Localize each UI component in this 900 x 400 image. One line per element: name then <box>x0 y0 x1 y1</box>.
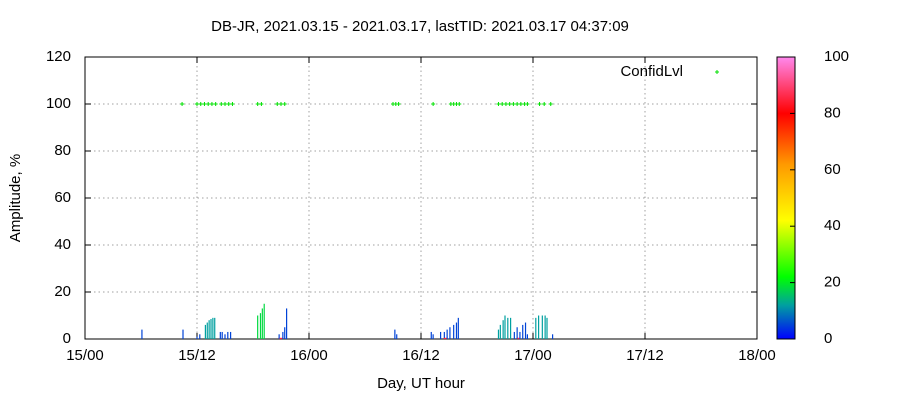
y-tick-label: 100 <box>46 95 71 112</box>
plot-frame <box>84 56 758 340</box>
x-tick-label: 15/12 <box>178 347 216 364</box>
confidence-point <box>202 102 207 106</box>
confidence-point <box>396 102 401 106</box>
confidence-point <box>255 102 260 106</box>
confidence-point <box>223 102 227 106</box>
confidence-point <box>282 102 287 106</box>
confidence-point <box>511 102 516 106</box>
y-axis-label: Amplitude, % <box>7 154 24 242</box>
y-tick-label: 0 <box>63 330 71 347</box>
confidence-point <box>500 102 505 106</box>
chart-title: DB-JR, 2021.03.15 - 2021.03.17, lastTID:… <box>211 18 629 35</box>
colorbar-tick-label: 80 <box>824 104 841 121</box>
confidence-point <box>507 102 512 106</box>
x-tick-label: 17/00 <box>514 347 552 364</box>
confidence-point <box>457 102 462 106</box>
confidence-point <box>213 102 218 106</box>
confidence-point <box>219 102 224 106</box>
confidence-point <box>226 102 231 106</box>
x-tick-label: 15/00 <box>66 347 104 364</box>
confidence-point <box>195 102 199 106</box>
colorbar-tick-label: 100 <box>824 48 849 65</box>
confidence-point <box>548 102 553 106</box>
x-tick-label: 16/00 <box>290 347 328 364</box>
y-tick-label: 80 <box>54 142 71 159</box>
confidence-point <box>503 102 508 106</box>
confidence-point <box>542 102 547 106</box>
confidence-point <box>515 102 520 106</box>
legend-marker <box>715 70 719 74</box>
confidence-point <box>431 102 436 106</box>
colorbar-tick-label: 60 <box>824 161 841 178</box>
y-tick-label: 120 <box>46 48 71 65</box>
confidence-point <box>525 102 530 106</box>
confidence-point <box>537 102 542 106</box>
colorbar-tick-label: 0 <box>824 330 832 347</box>
x-tick-label: 18/00 <box>738 347 776 364</box>
confidence-point <box>518 102 523 106</box>
y-tick-label: 40 <box>54 236 71 253</box>
legend-label: ConfidLvl <box>620 63 683 80</box>
colorbar-tick-label: 40 <box>824 217 841 234</box>
confidence-point <box>259 102 264 106</box>
colorbar-tick-label: 20 <box>824 274 841 291</box>
confidence-point <box>230 102 235 106</box>
confidence-point <box>180 102 185 106</box>
confidence-point <box>206 102 211 106</box>
y-tick-label: 60 <box>54 189 71 206</box>
colorbar <box>776 56 796 340</box>
confidence-point <box>279 102 283 106</box>
x-tick-label: 16/12 <box>402 347 440 364</box>
x-tick-label: 17/12 <box>626 347 664 364</box>
confidence-point <box>496 102 501 106</box>
y-tick-label: 20 <box>54 283 71 300</box>
confidence-point <box>198 102 203 106</box>
confidence-point <box>275 102 280 106</box>
confidence-point <box>209 102 214 106</box>
x-axis-label: Day, UT hour <box>377 375 465 392</box>
